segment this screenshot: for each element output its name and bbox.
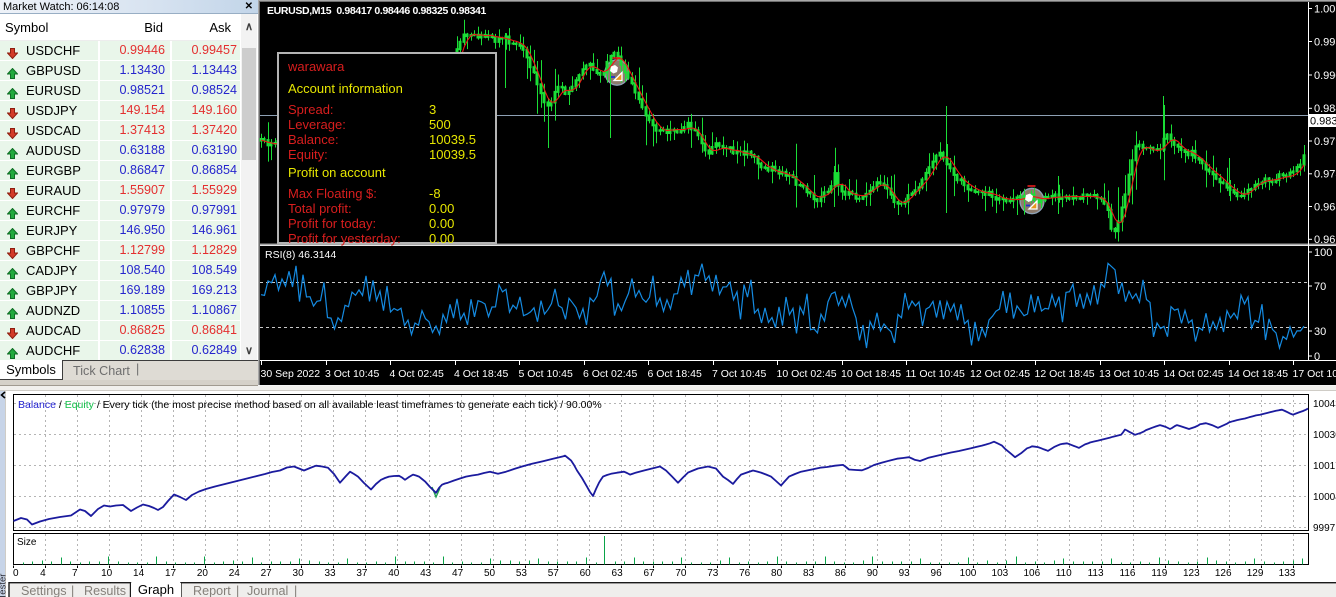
svg-text:37: 37 — [356, 568, 368, 579]
svg-text:30 Sep 2022: 30 Sep 2022 — [261, 368, 321, 380]
svg-text:9997: 9997 — [1313, 523, 1336, 534]
svg-text:96: 96 — [931, 568, 943, 579]
svg-text:0.9625: 0.9625 — [1314, 234, 1336, 246]
svg-text:10 Oct 18:45: 10 Oct 18:45 — [841, 368, 901, 380]
svg-text:80: 80 — [771, 568, 783, 579]
svg-text:24: 24 — [229, 568, 241, 579]
svg-text:6 Oct 02:45: 6 Oct 02:45 — [583, 368, 637, 380]
svg-text:7 Oct 10:45: 7 Oct 10:45 — [712, 368, 766, 380]
svg-text:14 Oct 02:45: 14 Oct 02:45 — [1164, 368, 1224, 380]
svg-text:50: 50 — [484, 568, 496, 579]
svg-text:12 Oct 18:45: 12 Oct 18:45 — [1035, 368, 1095, 380]
svg-text:10004: 10004 — [1313, 492, 1336, 503]
svg-text:67: 67 — [643, 568, 655, 579]
svg-text:10030: 10030 — [1313, 430, 1336, 441]
svg-text:93: 93 — [899, 568, 911, 579]
svg-text:4: 4 — [40, 568, 46, 579]
svg-text:30: 30 — [1314, 326, 1326, 338]
svg-text:110: 110 — [1056, 568, 1072, 579]
svg-text:123: 123 — [1183, 568, 1200, 579]
svg-text:76: 76 — [739, 568, 751, 579]
svg-text:70: 70 — [1314, 281, 1326, 293]
svg-text:10 Oct 02:45: 10 Oct 02:45 — [777, 368, 837, 380]
svg-text:53: 53 — [516, 568, 528, 579]
svg-text:14 Oct 18:45: 14 Oct 18:45 — [1228, 368, 1288, 380]
svg-text:0: 0 — [1314, 351, 1320, 363]
svg-text:10017: 10017 — [1313, 461, 1336, 472]
svg-text:10043: 10043 — [1313, 399, 1336, 410]
svg-text:6 Oct 18:45: 6 Oct 18:45 — [648, 368, 702, 380]
svg-text:27: 27 — [261, 568, 273, 579]
svg-text:103: 103 — [992, 568, 1009, 579]
svg-text:12 Oct 02:45: 12 Oct 02:45 — [970, 368, 1030, 380]
svg-text:60: 60 — [580, 568, 592, 579]
svg-text:119: 119 — [1151, 568, 1167, 579]
svg-text:30: 30 — [293, 568, 305, 579]
svg-text:0.9845: 0.9845 — [1314, 103, 1336, 115]
svg-text:73: 73 — [707, 568, 719, 579]
svg-text:11 Oct 10:45: 11 Oct 10:45 — [906, 368, 966, 380]
svg-text:100: 100 — [960, 568, 977, 579]
svg-text:3 Oct 10:45: 3 Oct 10:45 — [325, 368, 379, 380]
svg-text:EURUSD,M15 0.98417 0.98446 0.: EURUSD,M15 0.98417 0.98446 0.98325 0.983… — [267, 5, 487, 17]
svg-text:90: 90 — [867, 568, 879, 579]
svg-text:0.9900: 0.9900 — [1314, 70, 1336, 82]
svg-text:RSI(8) 46.3144: RSI(8) 46.3144 — [265, 249, 336, 261]
svg-text:17: 17 — [165, 568, 177, 579]
svg-text:33: 33 — [324, 568, 336, 579]
svg-text:0: 0 — [13, 568, 19, 579]
svg-text:63: 63 — [612, 568, 624, 579]
svg-text:113: 113 — [1088, 568, 1104, 579]
svg-text:0.9955: 0.9955 — [1314, 36, 1336, 48]
svg-text:10: 10 — [101, 568, 113, 579]
svg-text:40: 40 — [388, 568, 400, 579]
svg-text:47: 47 — [452, 568, 464, 579]
svg-text:13 Oct 10:45: 13 Oct 10:45 — [1099, 368, 1159, 380]
svg-text:17 Oct 10:45: 17 Oct 10:45 — [1293, 368, 1336, 380]
svg-text:43: 43 — [420, 568, 432, 579]
svg-text:14: 14 — [133, 568, 145, 579]
svg-text:116: 116 — [1120, 568, 1136, 579]
svg-text:57: 57 — [548, 568, 560, 579]
svg-text:0.9735: 0.9735 — [1314, 169, 1336, 181]
svg-text:70: 70 — [675, 568, 687, 579]
svg-text:86: 86 — [835, 568, 847, 579]
svg-text:4 Oct 02:45: 4 Oct 02:45 — [390, 368, 444, 380]
svg-text:20: 20 — [197, 568, 209, 579]
svg-text:0.9680: 0.9680 — [1314, 201, 1336, 213]
svg-text:0.9834: 0.9834 — [1310, 116, 1336, 128]
svg-text:129: 129 — [1247, 568, 1264, 579]
svg-text:126: 126 — [1215, 568, 1232, 579]
svg-text:7: 7 — [72, 568, 78, 579]
svg-text:4 Oct 18:45: 4 Oct 18:45 — [454, 368, 508, 380]
svg-text:133: 133 — [1279, 568, 1296, 579]
svg-text:5 Oct 10:45: 5 Oct 10:45 — [519, 368, 573, 380]
svg-text:106: 106 — [1023, 568, 1040, 579]
svg-text:83: 83 — [803, 568, 815, 579]
svg-text:Size: Size — [17, 537, 37, 548]
svg-text:100: 100 — [1314, 247, 1332, 259]
